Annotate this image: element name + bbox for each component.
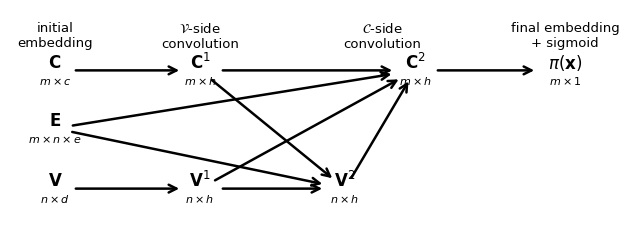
Text: $\mathcal{C}$-side
convolution: $\mathcal{C}$-side convolution [343,22,421,51]
Text: initial
embedding: initial embedding [17,22,93,50]
Text: $\mathbf{V}$: $\mathbf{V}$ [48,171,62,189]
Text: $n \times h$: $n \times h$ [185,193,215,204]
Text: $\mathbf{V}^1$: $\mathbf{V}^1$ [189,170,211,190]
Text: $\mathbf{C}^2$: $\mathbf{C}^2$ [404,53,425,73]
Text: $m \times h$: $m \times h$ [183,75,217,87]
Text: $m \times n \times e$: $m \times n \times e$ [28,133,82,144]
Text: $\pi(\mathbf{x})$: $\pi(\mathbf{x})$ [548,53,582,73]
Text: $n \times d$: $n \times d$ [40,193,70,204]
Text: $n \times h$: $n \times h$ [330,193,359,204]
Text: $\mathbf{V}^2$: $\mathbf{V}^2$ [334,170,355,190]
Text: $\mathbf{C}^1$: $\mathbf{C}^1$ [190,53,210,73]
Text: $\mathcal{V}$-side
convolution: $\mathcal{V}$-side convolution [161,22,239,51]
Text: $\mathbf{C}$: $\mathbf{C}$ [48,54,62,72]
Text: $\mathbf{E}$: $\mathbf{E}$ [49,111,61,129]
Text: $m \times c$: $m \times c$ [39,75,71,86]
Text: final embedding
+ sigmoid: final embedding + sigmoid [511,22,619,50]
Text: $m \times h$: $m \times h$ [399,75,431,87]
Text: $m \times 1$: $m \times 1$ [549,75,582,87]
